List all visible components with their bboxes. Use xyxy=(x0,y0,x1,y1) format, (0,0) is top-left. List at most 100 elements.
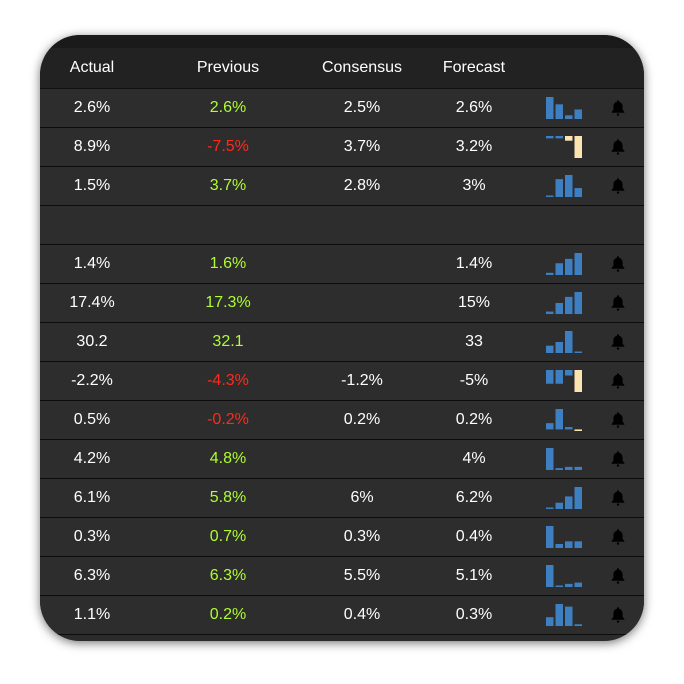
history-chart[interactable] xyxy=(536,408,592,432)
header-forecast: Forecast xyxy=(442,59,506,76)
alert-bell-button[interactable] xyxy=(592,450,644,468)
history-bar xyxy=(555,370,563,384)
history-bar xyxy=(574,466,582,470)
history-bar xyxy=(546,617,554,626)
forecast-value: 15% xyxy=(457,294,491,311)
history-chart[interactable] xyxy=(536,252,592,276)
table-header: Actual Previous Consensus Forecast xyxy=(40,48,644,89)
actual-value: 30.2 xyxy=(76,333,108,350)
consensus-value: 2.5% xyxy=(343,99,381,116)
forecast-value: 0.4% xyxy=(455,528,493,545)
alert-bell-button[interactable] xyxy=(592,489,644,507)
forecast-bar xyxy=(565,136,573,141)
bell-icon xyxy=(611,607,625,623)
table-row[interactable]: 2.6% 2.6% 2.5% 2.6% xyxy=(40,89,644,128)
previous-value: 1.6% xyxy=(209,255,247,272)
history-bar xyxy=(565,466,573,470)
table-row[interactable]: 4.2% 4.8% 4% xyxy=(40,440,644,479)
history-chart[interactable] xyxy=(536,135,592,159)
previous-value: 5.8% xyxy=(209,489,247,506)
history-chart[interactable] xyxy=(536,96,592,120)
history-bar xyxy=(555,468,563,470)
previous-value: 0.7% xyxy=(209,528,247,545)
top-band xyxy=(40,35,644,48)
history-chart[interactable] xyxy=(536,486,592,510)
bell-icon xyxy=(611,178,625,194)
forecast-value: 33 xyxy=(465,333,483,350)
history-bar xyxy=(574,351,582,353)
forecast-value: 6.2% xyxy=(455,489,493,506)
history-bar xyxy=(574,487,582,509)
alert-bell-button[interactable] xyxy=(592,528,644,546)
history-bar xyxy=(546,370,554,384)
history-bar xyxy=(574,109,582,119)
table-row[interactable]: 1.4% 1.6% 1.4% xyxy=(40,245,644,284)
table-row[interactable]: 0.5% -0.2% 0.2% 0.2% xyxy=(40,401,644,440)
alert-bell-button[interactable] xyxy=(592,255,644,273)
history-bar xyxy=(565,370,573,376)
table-row[interactable]: 30.2 32.1 33 xyxy=(40,323,644,362)
actual-value: 0.3% xyxy=(73,528,111,545)
history-bar xyxy=(565,496,573,509)
alert-bell-button[interactable] xyxy=(592,99,644,117)
history-bar xyxy=(565,258,573,275)
history-chart[interactable] xyxy=(536,330,592,354)
consensus-value: 0.2% xyxy=(343,411,381,428)
bell-icon xyxy=(611,334,625,350)
previous-value: 4.8% xyxy=(209,450,247,467)
alert-bell-button[interactable] xyxy=(592,567,644,585)
header-previous: Previous xyxy=(196,59,260,76)
alert-bell-button[interactable] xyxy=(592,372,644,390)
table-row[interactable]: 8.9% -7.5% 3.7% 3.2% xyxy=(40,128,644,167)
history-bar xyxy=(546,272,554,275)
alert-bell-button[interactable] xyxy=(592,138,644,156)
history-bar xyxy=(546,565,554,587)
table-row[interactable]: 1.1% 0.2% 0.4% 0.3% xyxy=(40,596,644,635)
alert-bell-button[interactable] xyxy=(592,294,644,312)
table-row[interactable]: -2.2% -4.3% -1.2% -5% xyxy=(40,362,644,401)
economic-calendar-table: Actual Previous Consensus Forecast 2.6% 2… xyxy=(40,35,644,641)
history-bar xyxy=(546,345,554,353)
history-bar xyxy=(546,448,554,470)
history-bar xyxy=(565,175,573,197)
table-row[interactable]: 0.3% 0.7% 0.3% 0.4% xyxy=(40,518,644,557)
history-chart[interactable] xyxy=(536,447,592,471)
table-row[interactable]: 17.4% 17.3% 15% xyxy=(40,284,644,323)
table-row[interactable]: 6.1% 5.8% 6% 6.2% xyxy=(40,479,644,518)
consensus-value: 6% xyxy=(350,489,374,506)
actual-value: 2.6% xyxy=(73,99,111,116)
history-bar xyxy=(565,606,573,626)
history-bar xyxy=(565,296,573,314)
consensus-value: 3.7% xyxy=(343,138,381,155)
history-bar xyxy=(574,292,582,314)
consensus-value: -1.2% xyxy=(341,372,383,389)
history-chart[interactable] xyxy=(536,525,592,549)
history-bar xyxy=(546,507,554,509)
history-chart[interactable] xyxy=(536,369,592,393)
history-bar xyxy=(546,97,554,119)
alert-bell-button[interactable] xyxy=(592,177,644,195)
previous-value: 6.3% xyxy=(209,567,247,584)
history-bar xyxy=(555,544,563,548)
history-bar xyxy=(574,624,582,626)
forecast-value: 5.1% xyxy=(455,567,493,584)
history-chart[interactable] xyxy=(536,603,592,627)
history-bar xyxy=(565,331,573,353)
alert-bell-button[interactable] xyxy=(592,333,644,351)
alert-bell-button[interactable] xyxy=(592,606,644,624)
history-bar xyxy=(555,104,563,119)
consensus-value: 0.3% xyxy=(343,528,381,545)
consensus-value: 0.4% xyxy=(343,606,381,623)
previous-value: -0.2% xyxy=(207,411,249,428)
actual-value: 1.4% xyxy=(73,255,111,272)
history-chart[interactable] xyxy=(536,291,592,315)
table-row[interactable]: 6.3% 6.3% 5.5% 5.1% xyxy=(40,557,644,596)
previous-value: 0.2% xyxy=(209,606,247,623)
table-row[interactable]: 1.5% 3.7% 2.8% 3% xyxy=(40,167,644,206)
history-chart[interactable] xyxy=(536,564,592,588)
history-bar xyxy=(555,136,563,139)
consensus-value: 5.5% xyxy=(343,567,381,584)
alert-bell-button[interactable] xyxy=(592,411,644,429)
history-chart[interactable] xyxy=(536,174,592,198)
actual-value: 17.4% xyxy=(69,294,115,311)
